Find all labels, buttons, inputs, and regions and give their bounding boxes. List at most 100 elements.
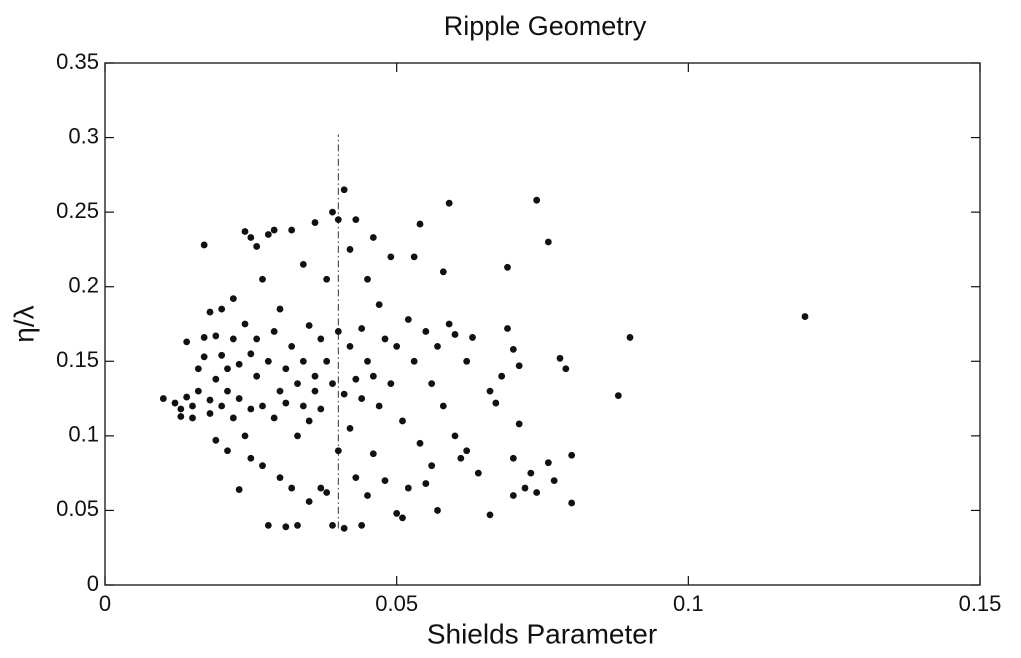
scatter-point	[445, 320, 453, 328]
scatter-point	[498, 372, 506, 380]
x-axis-label: Shields Parameter	[427, 618, 657, 649]
scatter-point	[451, 432, 459, 440]
scatter-point	[404, 484, 412, 492]
scatter-point	[352, 216, 360, 224]
scatter-point	[200, 241, 208, 249]
scatter-point	[515, 420, 523, 428]
scatter-point	[218, 305, 226, 313]
scatter-point	[463, 447, 471, 455]
scatter-point	[329, 380, 336, 388]
scatter-point	[247, 454, 255, 462]
scatter-point	[206, 410, 214, 417]
scatter-point	[474, 469, 482, 477]
plot-frame	[104, 62, 981, 586]
scatter-point	[381, 477, 389, 484]
scatter-point	[364, 492, 371, 499]
scatter-point	[346, 246, 354, 253]
scatter-point	[334, 328, 342, 335]
scatter-point	[206, 396, 214, 404]
scatter-point	[334, 447, 342, 455]
scatter-point	[509, 454, 517, 462]
scatter-point	[416, 220, 424, 228]
scatter-point	[457, 454, 465, 462]
scatter-point	[212, 375, 220, 383]
scatter-point	[509, 492, 517, 499]
scatter-point	[218, 402, 226, 410]
scatter-point	[294, 380, 301, 388]
scatter-point	[311, 372, 319, 380]
scatter-point	[259, 462, 266, 470]
scatter-point	[224, 387, 231, 395]
scatter-point	[305, 417, 313, 425]
y-tick-label: 0.25	[56, 198, 99, 223]
scatter-point	[428, 380, 436, 388]
scatter-point	[393, 342, 401, 350]
scatter-point	[439, 402, 447, 410]
scatter-point	[626, 334, 634, 341]
scatter-point	[224, 365, 231, 373]
scatter-point	[282, 365, 290, 373]
scatter-point	[346, 342, 354, 350]
scatter-point	[299, 357, 307, 365]
scatter-point	[422, 480, 430, 487]
scatter-point	[294, 521, 301, 529]
scatter-point	[387, 380, 395, 388]
y-tick-label: 0.2	[68, 273, 99, 298]
scatter-point	[521, 484, 529, 492]
scatter-point	[463, 357, 471, 365]
scatter-point	[218, 351, 226, 359]
scatter-point	[358, 521, 366, 529]
scatter-point	[229, 335, 237, 343]
scatter-point	[364, 275, 371, 283]
scatter-point	[556, 354, 564, 362]
y-tick-label: 0.05	[56, 496, 99, 521]
scatter-point	[358, 395, 366, 402]
chart-title: Ripple Geometry	[444, 11, 647, 41]
scatter-point	[340, 524, 348, 532]
scatter-point	[253, 372, 261, 380]
scatter-point	[189, 414, 196, 422]
scatter-point	[317, 405, 325, 413]
y-tick-label: 0	[87, 571, 99, 596]
scatter-point	[509, 345, 517, 353]
scatter-point	[212, 332, 220, 340]
scatter-point	[504, 263, 511, 271]
scatter-point	[294, 432, 301, 440]
scatter-point	[568, 499, 576, 507]
scatter-point	[282, 399, 290, 407]
scatter-point	[486, 511, 494, 519]
scatter-point	[404, 316, 412, 323]
scatter-point	[235, 395, 243, 402]
y-tick-label: 0.35	[56, 49, 99, 74]
scatter-point	[177, 405, 185, 413]
scatter-point	[229, 295, 237, 303]
scatter-point	[253, 335, 261, 343]
y-tick-label: 0.3	[68, 123, 99, 148]
scatter-point	[264, 521, 272, 529]
scatter-point	[544, 238, 552, 246]
scatter-point	[200, 353, 208, 361]
scatter-point	[410, 253, 418, 261]
scatter-point	[253, 243, 261, 250]
scatter-point	[171, 399, 179, 407]
x-tick-label: 0.15	[959, 591, 1002, 616]
scatter-point	[445, 199, 453, 207]
scatter-point	[247, 350, 255, 358]
scatter-point	[317, 335, 325, 343]
scatter-point	[369, 234, 377, 241]
scatter-point	[270, 328, 278, 335]
scatter-point	[352, 375, 360, 383]
scatter-point	[183, 338, 191, 346]
scatter-point	[393, 510, 401, 517]
scatter-point	[194, 387, 202, 395]
scatter-point	[177, 413, 185, 420]
scatter-point	[194, 365, 202, 373]
scatter-point	[264, 357, 272, 365]
scatter-point	[533, 196, 541, 204]
scatter-point	[340, 186, 348, 194]
scatter-point	[259, 402, 266, 410]
scatter-point	[288, 342, 296, 350]
scatter-point	[247, 405, 255, 413]
scatter-point	[264, 231, 272, 238]
